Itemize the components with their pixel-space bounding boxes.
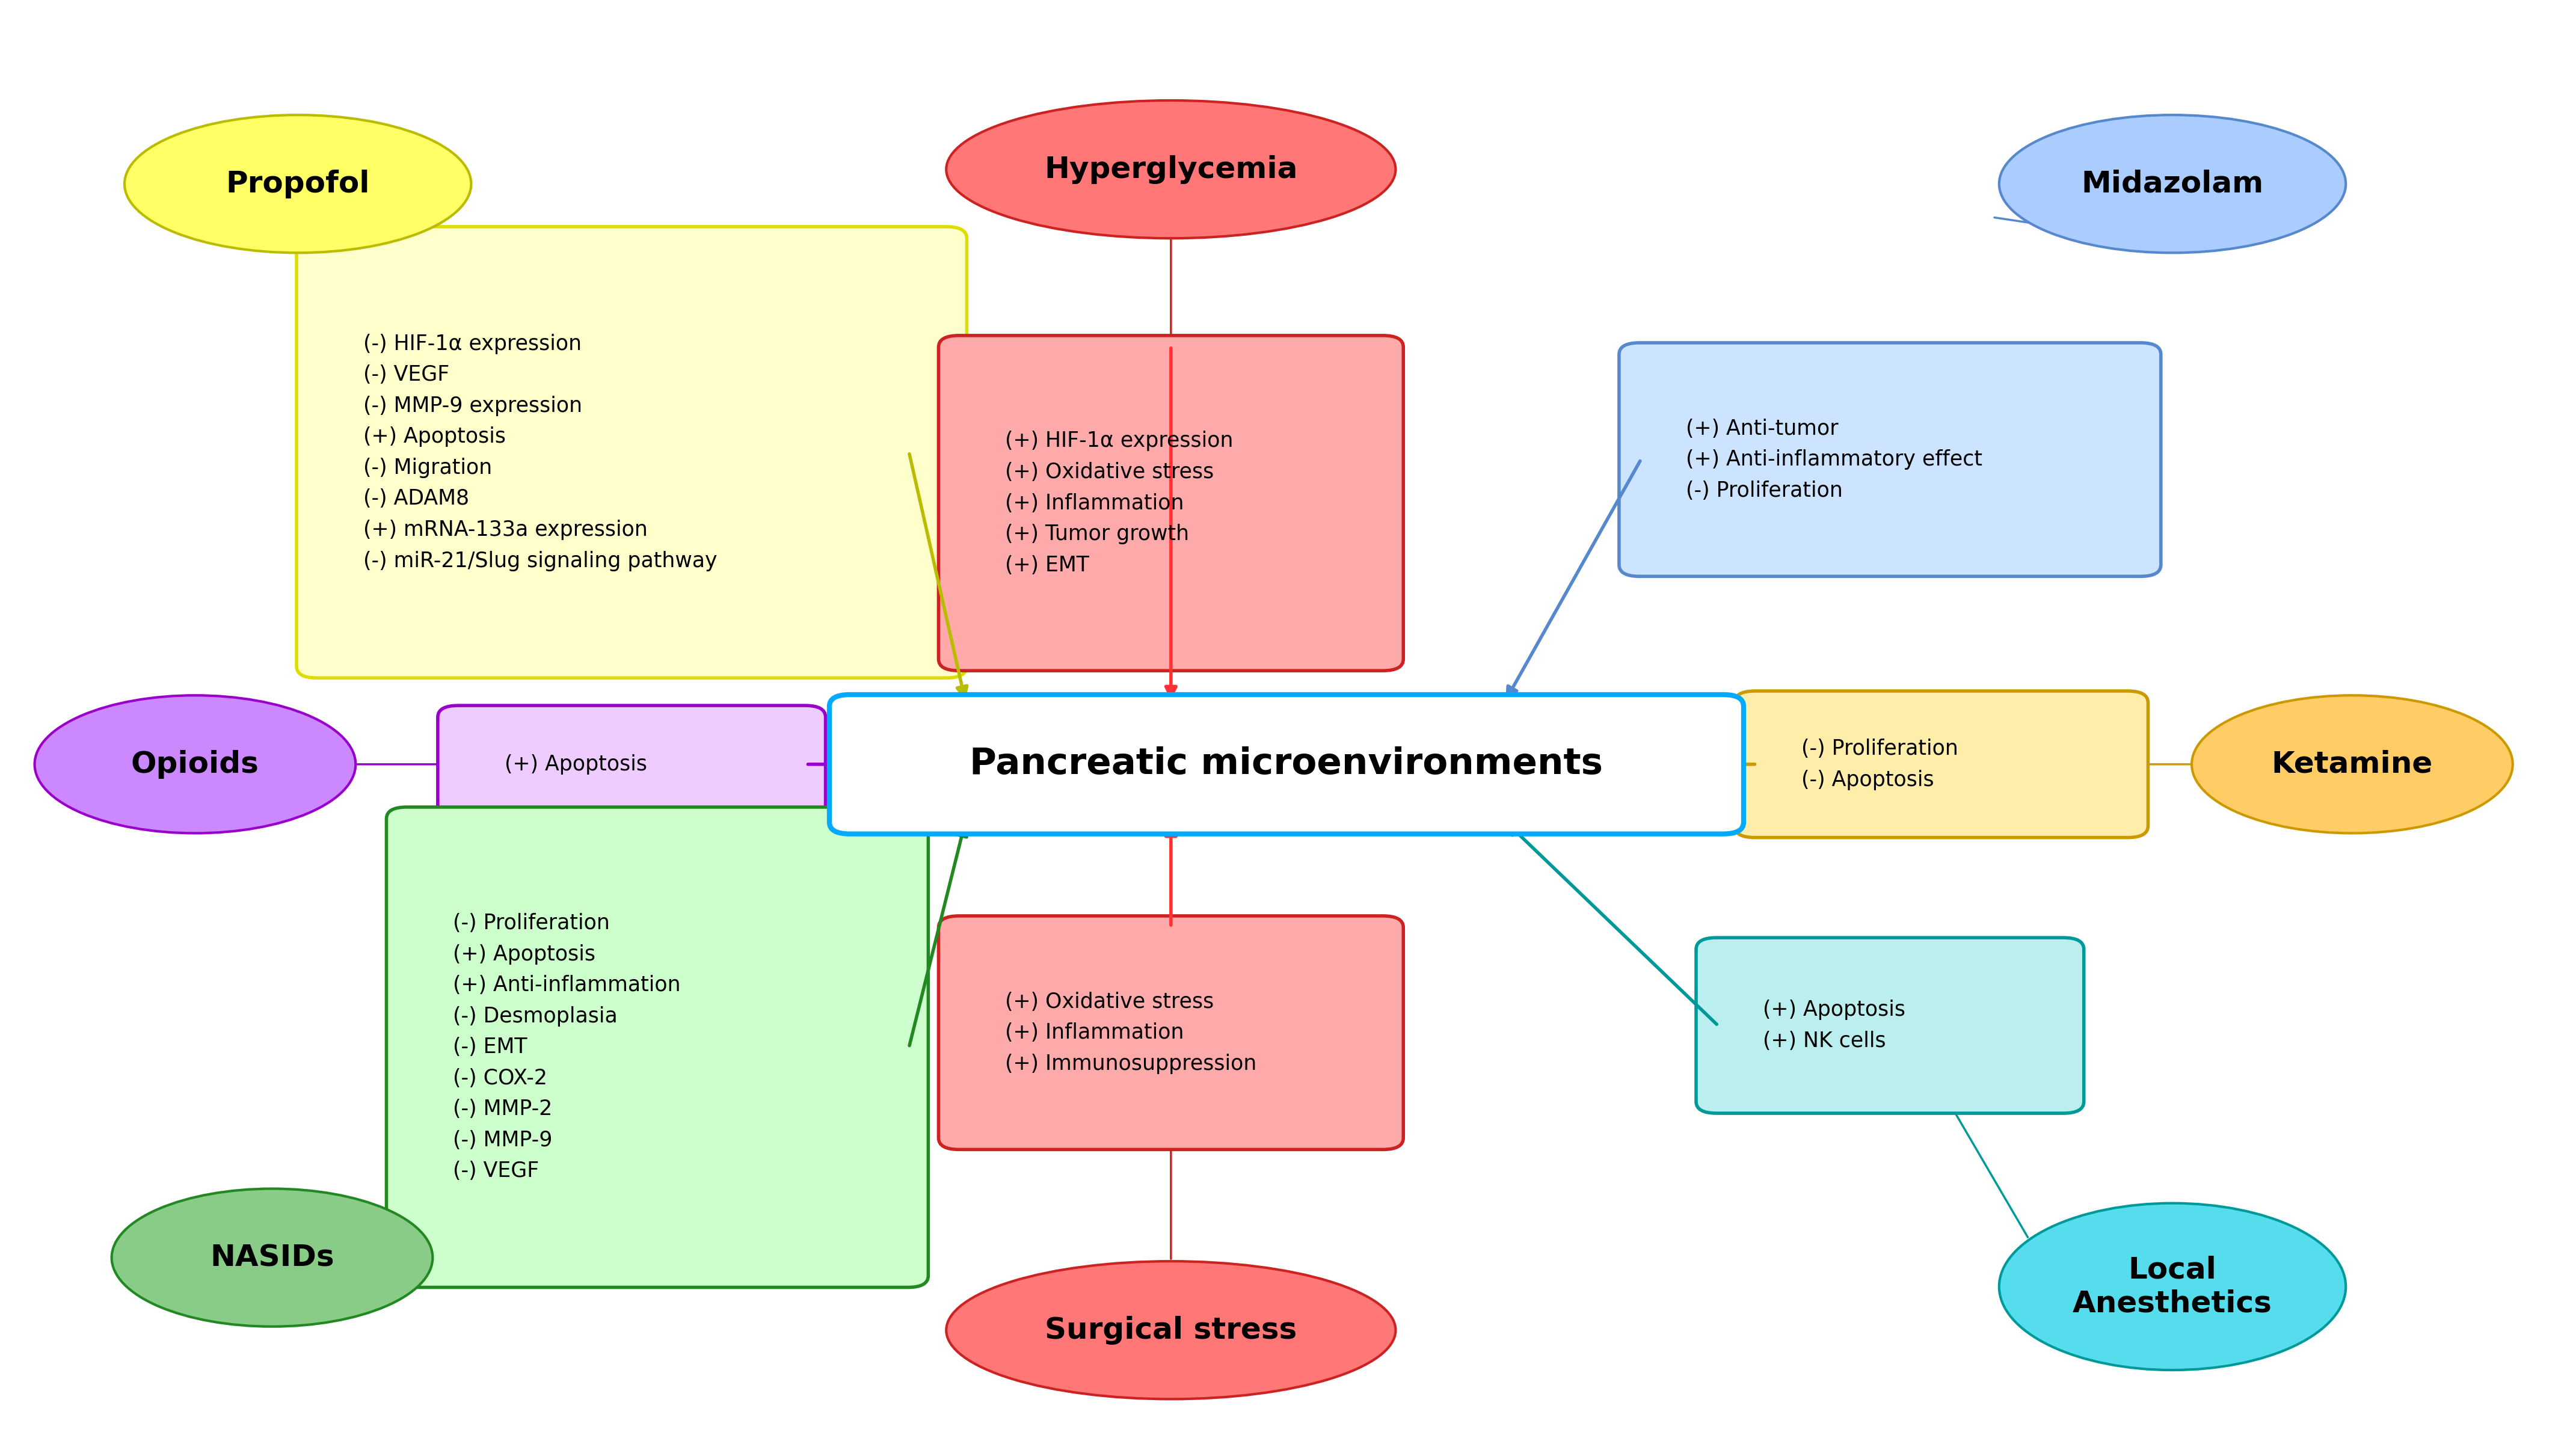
Ellipse shape [2192,696,2514,833]
Text: (+) Apoptosis
(+) NK cells: (+) Apoptosis (+) NK cells [1763,1000,1907,1051]
Ellipse shape [33,696,355,833]
Ellipse shape [947,100,1395,239]
Text: Midazolam: Midazolam [2082,169,2264,198]
Text: (-) HIF-1α expression
(-) VEGF
(-) MMP-9 expression
(+) Apoptosis
(-) Migration
: (-) HIF-1α expression (-) VEGF (-) MMP-9… [363,333,718,571]
Text: Pancreatic microenvironments: Pancreatic microenvironments [970,747,1603,782]
Text: Local
Anesthetics: Local Anesthetics [2074,1255,2272,1318]
Text: Propofol: Propofol [226,169,371,198]
FancyBboxPatch shape [296,227,967,678]
Text: Ketamine: Ketamine [2272,750,2434,779]
Ellipse shape [1999,1203,2347,1370]
FancyBboxPatch shape [939,335,1402,671]
Text: Opioids: Opioids [131,750,260,779]
Text: (-) Proliferation
(+) Apoptosis
(+) Anti-inflammation
(-) Desmoplasia
(-) EMT
(-: (-) Proliferation (+) Apoptosis (+) Anti… [453,913,682,1181]
Text: (+) HIF-1α expression
(+) Oxidative stress
(+) Inflammation
(+) Tumor growth
(+): (+) HIF-1α expression (+) Oxidative stre… [1006,431,1232,575]
FancyBboxPatch shape [1734,692,2148,837]
FancyBboxPatch shape [437,706,826,823]
FancyBboxPatch shape [386,807,929,1287]
Text: Surgical stress: Surgical stress [1045,1316,1297,1344]
Ellipse shape [124,115,471,253]
Ellipse shape [111,1188,432,1326]
Text: Hyperglycemia: Hyperglycemia [1045,154,1297,183]
Text: (+) Oxidative stress
(+) Inflammation
(+) Immunosuppression: (+) Oxidative stress (+) Inflammation (+… [1006,992,1258,1075]
FancyBboxPatch shape [829,695,1744,834]
Ellipse shape [1999,115,2347,253]
FancyBboxPatch shape [1618,342,2161,577]
Text: (-) Proliferation
(-) Apoptosis: (-) Proliferation (-) Apoptosis [1801,738,1958,791]
Text: (+) Anti-tumor
(+) Anti-inflammatory effect
(-) Proliferation: (+) Anti-tumor (+) Anti-inflammatory eff… [1685,418,1981,501]
Ellipse shape [947,1261,1395,1399]
Text: NASIDs: NASIDs [211,1243,334,1273]
Text: (+) Apoptosis: (+) Apoptosis [504,754,646,775]
FancyBboxPatch shape [939,916,1402,1150]
FancyBboxPatch shape [1696,938,2084,1114]
